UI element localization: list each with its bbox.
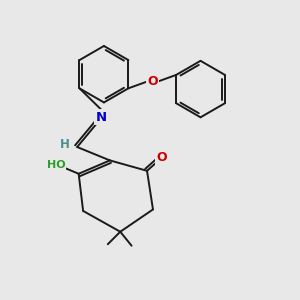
Text: HO: HO xyxy=(47,160,66,170)
Text: N: N xyxy=(95,111,106,124)
Text: O: O xyxy=(147,75,158,88)
Text: H: H xyxy=(60,138,70,151)
Text: O: O xyxy=(157,151,167,164)
